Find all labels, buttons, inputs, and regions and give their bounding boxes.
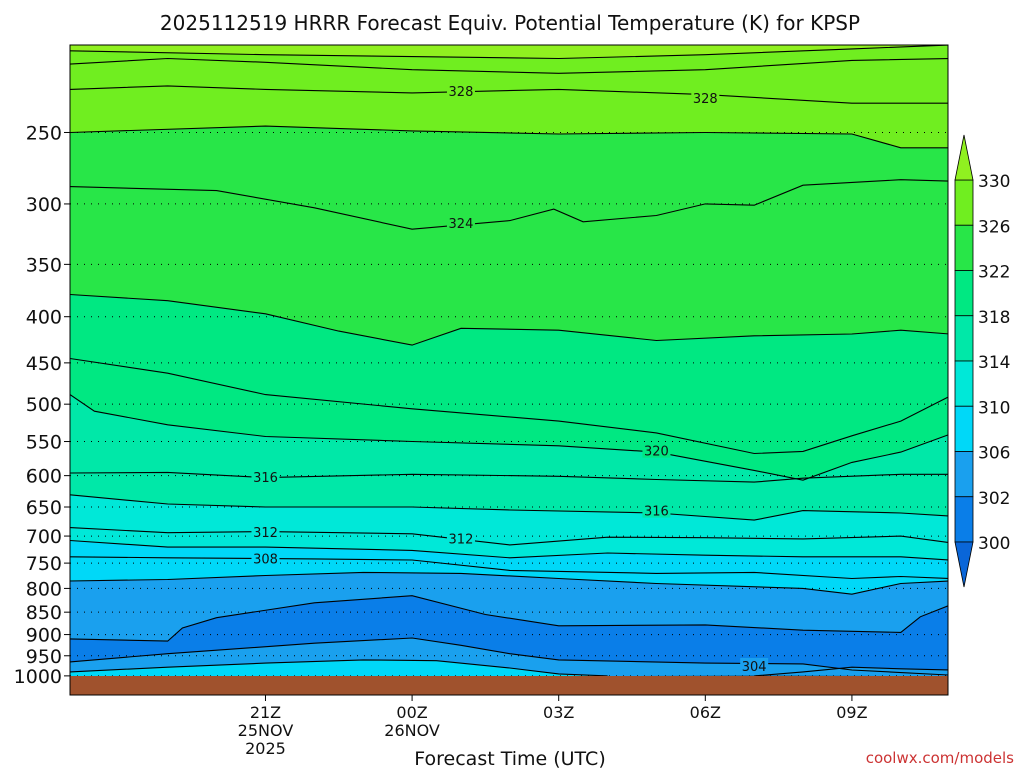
contour-label-bg-0	[446, 83, 475, 99]
y-tick-label-450: 450	[26, 353, 62, 375]
y-tick-label-900: 900	[26, 625, 62, 647]
contour-line-310-16	[70, 659, 608, 677]
contour-label-bg-3	[642, 442, 671, 458]
colorbar-label-326: 326	[978, 217, 1010, 237]
contour-label-1: 328	[693, 92, 718, 107]
colorbar-band-318	[954, 270, 974, 317]
contour-line-316-8	[70, 471, 948, 483]
x-tick-label-00Z-0: 00Z	[396, 703, 427, 722]
y-tick-label-750: 750	[26, 553, 62, 575]
colorbar-band-322	[954, 224, 974, 271]
contour-label-bg-8	[251, 550, 280, 566]
y-tick-label-400: 400	[26, 307, 62, 329]
contour-labels: 328 328 324 320 316 316 312 312 308 304	[251, 83, 769, 675]
contour-line-306-15	[70, 637, 948, 676]
contour-line-326-3	[70, 125, 948, 149]
colorbar-label-300: 300	[978, 534, 1010, 554]
contour-line-328-2	[70, 85, 948, 104]
ground-surface	[70, 676, 948, 695]
chart-title: 2025112519 HRRR Forecast Equiv. Potentia…	[160, 11, 860, 35]
contour-line-302-14	[70, 595, 948, 642]
y-tick-label-350: 350	[26, 254, 62, 276]
y-tick-label-800: 800	[26, 578, 62, 600]
contour-label-7: 312	[449, 532, 474, 547]
colorbar-band-306	[954, 405, 974, 452]
x-axis-label: Forecast Time (UTC)	[414, 748, 605, 768]
contour-line-320-6	[70, 357, 948, 455]
contour-label-2: 324	[449, 217, 474, 232]
colorbar-band-300	[954, 496, 974, 543]
contour-line-308-12	[70, 556, 948, 580]
colorbar-legend: 300 302 306 310 314 318 322 326 330	[954, 134, 1010, 588]
contour-label-9: 304	[742, 660, 767, 675]
filled-contours	[70, 45, 948, 695]
colorbar-band-310	[954, 360, 974, 407]
y-tick-label-850: 850	[26, 602, 62, 624]
y-tick-label-650: 650	[26, 497, 62, 519]
y-tick-label-950: 950	[26, 646, 62, 668]
colorbar-label-310: 310	[978, 398, 1010, 418]
colorbar-band-314	[954, 315, 974, 362]
contour-line-312-10	[70, 527, 948, 546]
colorbar-label-306: 306	[978, 444, 1010, 464]
contour-label-bg-4	[251, 468, 280, 484]
credit-text: coolwx.com/models	[866, 749, 1014, 767]
x-tick-label-21Z-0: 21Z	[250, 703, 281, 722]
y-tick-label-300: 300	[26, 194, 62, 216]
x-tick-label-00Z-1: 26NOV	[384, 721, 440, 740]
colorbar-band-326	[954, 179, 974, 226]
y-tick-label-500: 500	[26, 394, 62, 416]
contour-line-330-0	[70, 45, 948, 60]
colorbar-label-318: 318	[978, 308, 1010, 328]
contour-line-304-17	[754, 666, 948, 677]
y-axis: 2503003504004505005506006507007508008509…	[14, 122, 70, 688]
x-tick-label-06Z-0: 06Z	[690, 703, 721, 722]
contour-label-5: 316	[644, 505, 669, 520]
x-tick-label-03Z-0: 03Z	[543, 703, 574, 722]
colorbar-below-arrow	[954, 541, 974, 588]
y-tick-label-600: 600	[26, 466, 62, 488]
x-tick-label-09Z-0: 09Z	[836, 703, 867, 722]
contour-label-6: 312	[253, 526, 278, 541]
contour-label-bg-5	[642, 502, 671, 518]
contour-label-0: 328	[449, 85, 474, 100]
contour-label-bg-2	[446, 215, 475, 231]
contour-line-306-13	[70, 571, 948, 595]
contour-label-bg-6	[251, 524, 280, 540]
contour-line-314-9	[70, 494, 948, 521]
x-tick-label-21Z-1: 25NOV	[238, 721, 294, 740]
colorbar-label-314: 314	[978, 353, 1010, 373]
colorbar-label-302: 302	[978, 489, 1010, 509]
colorbar-label-330: 330	[978, 172, 1010, 192]
colorbar-label-322: 322	[978, 263, 1010, 283]
contour-label-3: 320	[644, 445, 669, 460]
contour-label-bg-9	[740, 657, 769, 673]
plot-frame	[69, 44, 949, 696]
y-tick-label-250: 250	[26, 122, 62, 144]
contour-label-4: 316	[253, 471, 278, 486]
y-tick-label-700: 700	[26, 526, 62, 548]
x-tick-label-21Z-2: 2025	[245, 739, 286, 758]
contour-lines	[70, 45, 948, 678]
contour-line-310-11	[70, 539, 948, 561]
band-304-pocket	[754, 667, 948, 677]
contour-line-322-5	[70, 293, 948, 346]
y-tick-label-1000: 1000	[14, 666, 62, 688]
colorbar-above-arrow	[954, 134, 974, 181]
contour-label-bg-7	[446, 530, 475, 546]
colorbar-band-302	[954, 451, 974, 498]
contour-label-8: 308	[253, 552, 278, 567]
contour-label-bg-1	[691, 90, 720, 106]
contour-line-324-4	[70, 179, 948, 230]
contour-line-318-7	[70, 394, 948, 481]
y-tick-label-550: 550	[26, 432, 62, 454]
contour-line-328-1	[70, 57, 948, 74]
